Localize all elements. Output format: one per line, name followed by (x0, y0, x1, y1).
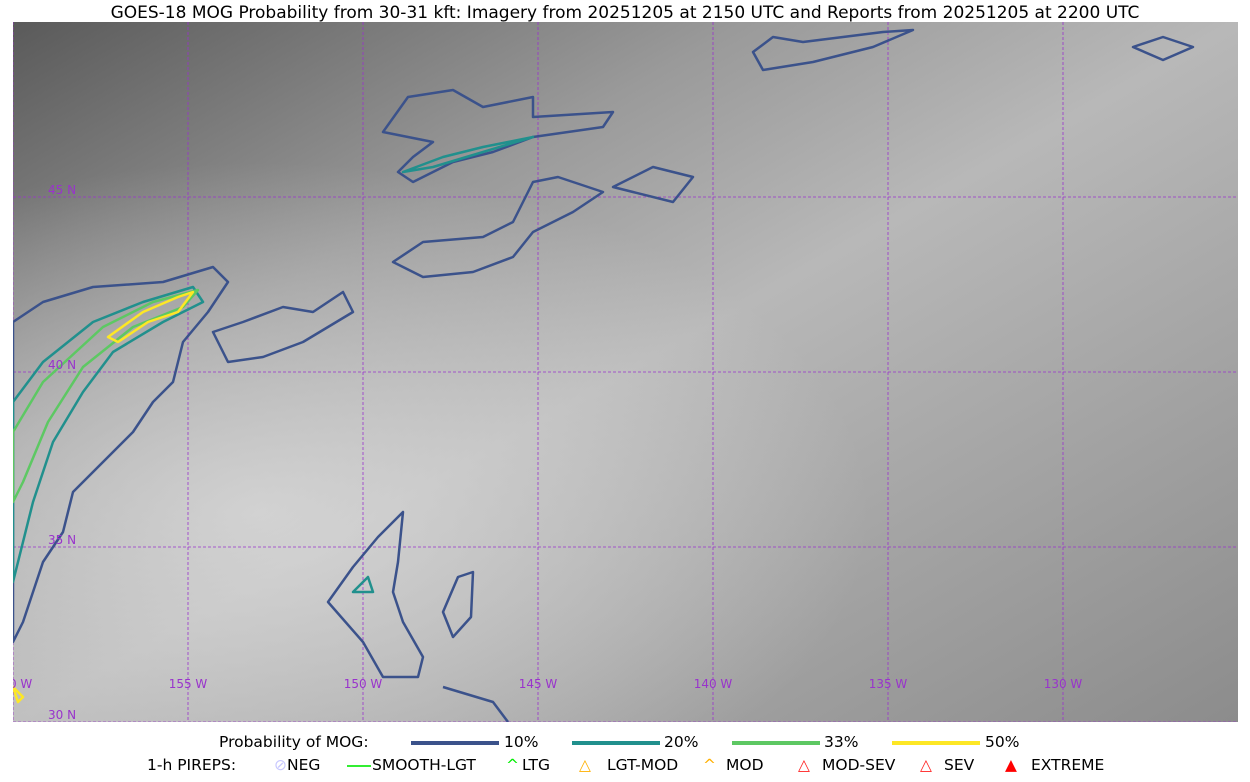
swatch-50 (892, 741, 980, 745)
longitude-label: 150 W (344, 677, 383, 691)
pirep-label-mod: MOD (726, 756, 764, 774)
neg-icon: ⊘ (274, 756, 287, 774)
contour-20 (351, 575, 375, 594)
contour-10 (441, 570, 475, 639)
contour-10 (211, 290, 355, 364)
latitude-label: 40 N (48, 358, 76, 372)
contour-10 (611, 165, 695, 204)
pirep-label-mod-sev: MOD-SEV (822, 756, 896, 774)
mog-contours (13, 28, 1195, 722)
pirep-label-ltg: LTG (522, 756, 550, 774)
sev-icon: △ (920, 756, 932, 774)
mod-sev-icon: △ (798, 756, 810, 774)
contour-20 (401, 135, 535, 174)
pirep-legend-title: 1-h PIREPS: (147, 756, 237, 774)
graticule (13, 22, 1238, 722)
longitude-label: 145 W (519, 677, 558, 691)
mod-icon: ^ (703, 756, 716, 774)
longitude-label: 155 W (169, 677, 208, 691)
latitude-label: 30 N (48, 708, 76, 722)
longitude-label: 160 W (13, 677, 32, 691)
plot-title: GOES-18 MOG Probability from 30-31 kft: … (110, 3, 1140, 23)
pirep-label-sev: SEV (944, 756, 975, 774)
pirep-label-lgt-mod: LGT-MOD (607, 756, 679, 774)
contour-50 (13, 685, 25, 704)
latitude-label: 45 N (48, 183, 76, 197)
pirep-label-neg: NEG (287, 756, 321, 774)
contour-10 (1131, 35, 1195, 62)
satellite-map: 160 W 155 W 150 W 145 W 140 W 135 W 130 W 45 N 4… (13, 22, 1238, 722)
latitude-label: 35 N (48, 533, 76, 547)
swatch-20 (572, 741, 660, 745)
contour-10 (13, 265, 230, 644)
contour-10 (391, 175, 605, 279)
pirep-label-extreme: EXTREME (1031, 756, 1105, 774)
legend-label-20: 20% (664, 733, 699, 751)
longitude-label: 135 W (869, 677, 908, 691)
probability-legend-title: Probability of MOG: (219, 733, 369, 751)
contour-50 (106, 290, 195, 344)
legend-label-50: 50% (985, 733, 1020, 751)
pirep-label-smooth-lgt: SMOOTH-LGT (372, 756, 476, 774)
smooth-lgt-icon (347, 765, 371, 767)
legend-label-33: 33% (824, 733, 859, 751)
ltg-icon: ^ (506, 756, 519, 774)
swatch-33 (732, 741, 820, 745)
extreme-icon: ▲ (1005, 756, 1017, 774)
contour-10 (442, 685, 509, 722)
contour-10 (751, 28, 915, 72)
contour-33 (13, 288, 200, 504)
contour-10 (326, 510, 425, 679)
longitude-label: 140 W (694, 677, 733, 691)
longitude-label: 130 W (1044, 677, 1083, 691)
legend-label-10: 10% (504, 733, 539, 751)
lgt-mod-icon: △ (579, 756, 591, 774)
swatch-10 (411, 741, 499, 745)
contour-20 (13, 285, 205, 584)
